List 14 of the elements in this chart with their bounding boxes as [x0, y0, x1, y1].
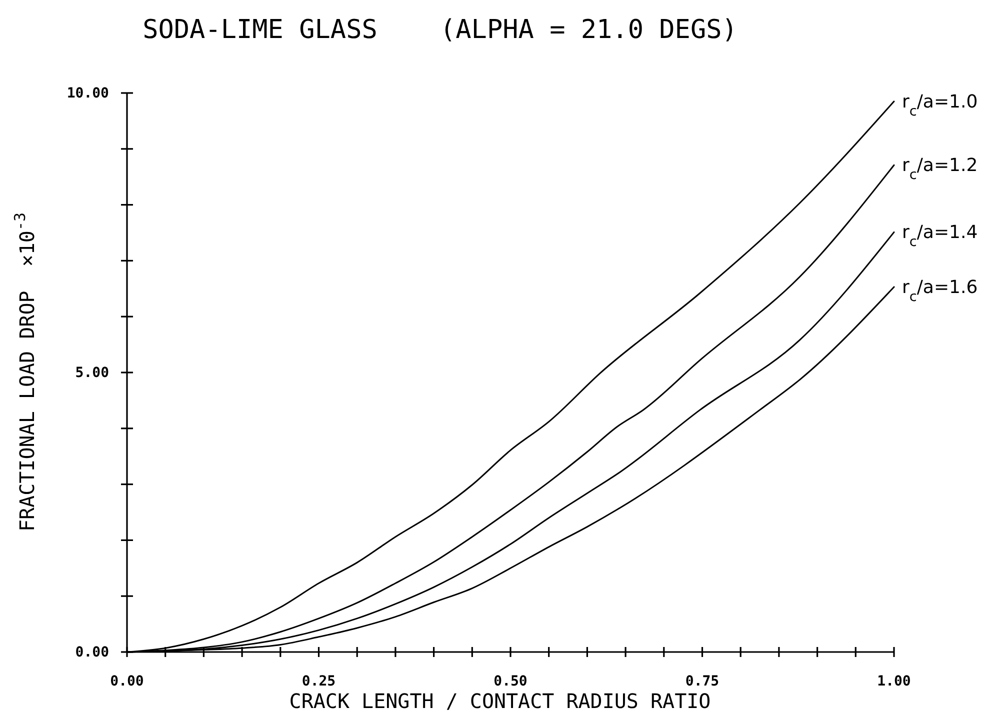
x-axis-title: CRACK LENGTH / CONTACT RADIUS RATIO — [289, 689, 711, 713]
y-tick-label: 0.00 — [75, 644, 109, 660]
x-tick-label: 0.25 — [302, 673, 336, 690]
x-tick-label: 0.75 — [685, 673, 720, 690]
x-tick-label: 0.50 — [494, 673, 528, 690]
x-tick-label: 0.00 — [110, 673, 144, 690]
x-tick-label: 1.00 — [877, 673, 911, 690]
series-label: r$_{c}$/a=1.6 — [902, 276, 978, 305]
y-tick-label: 10.00 — [66, 85, 109, 102]
chart-title: SODA-LIME GLASS (ALPHA = 21.0 DEGS) — [142, 15, 738, 45]
series-label: r$_{c}$/a=1.4 — [902, 222, 978, 250]
y-tick-label: 5.00 — [75, 364, 109, 381]
series-label: r$_{c}$/a=1.0 — [902, 91, 978, 120]
series-label: r$_{c}$/a=1.2 — [902, 155, 978, 184]
